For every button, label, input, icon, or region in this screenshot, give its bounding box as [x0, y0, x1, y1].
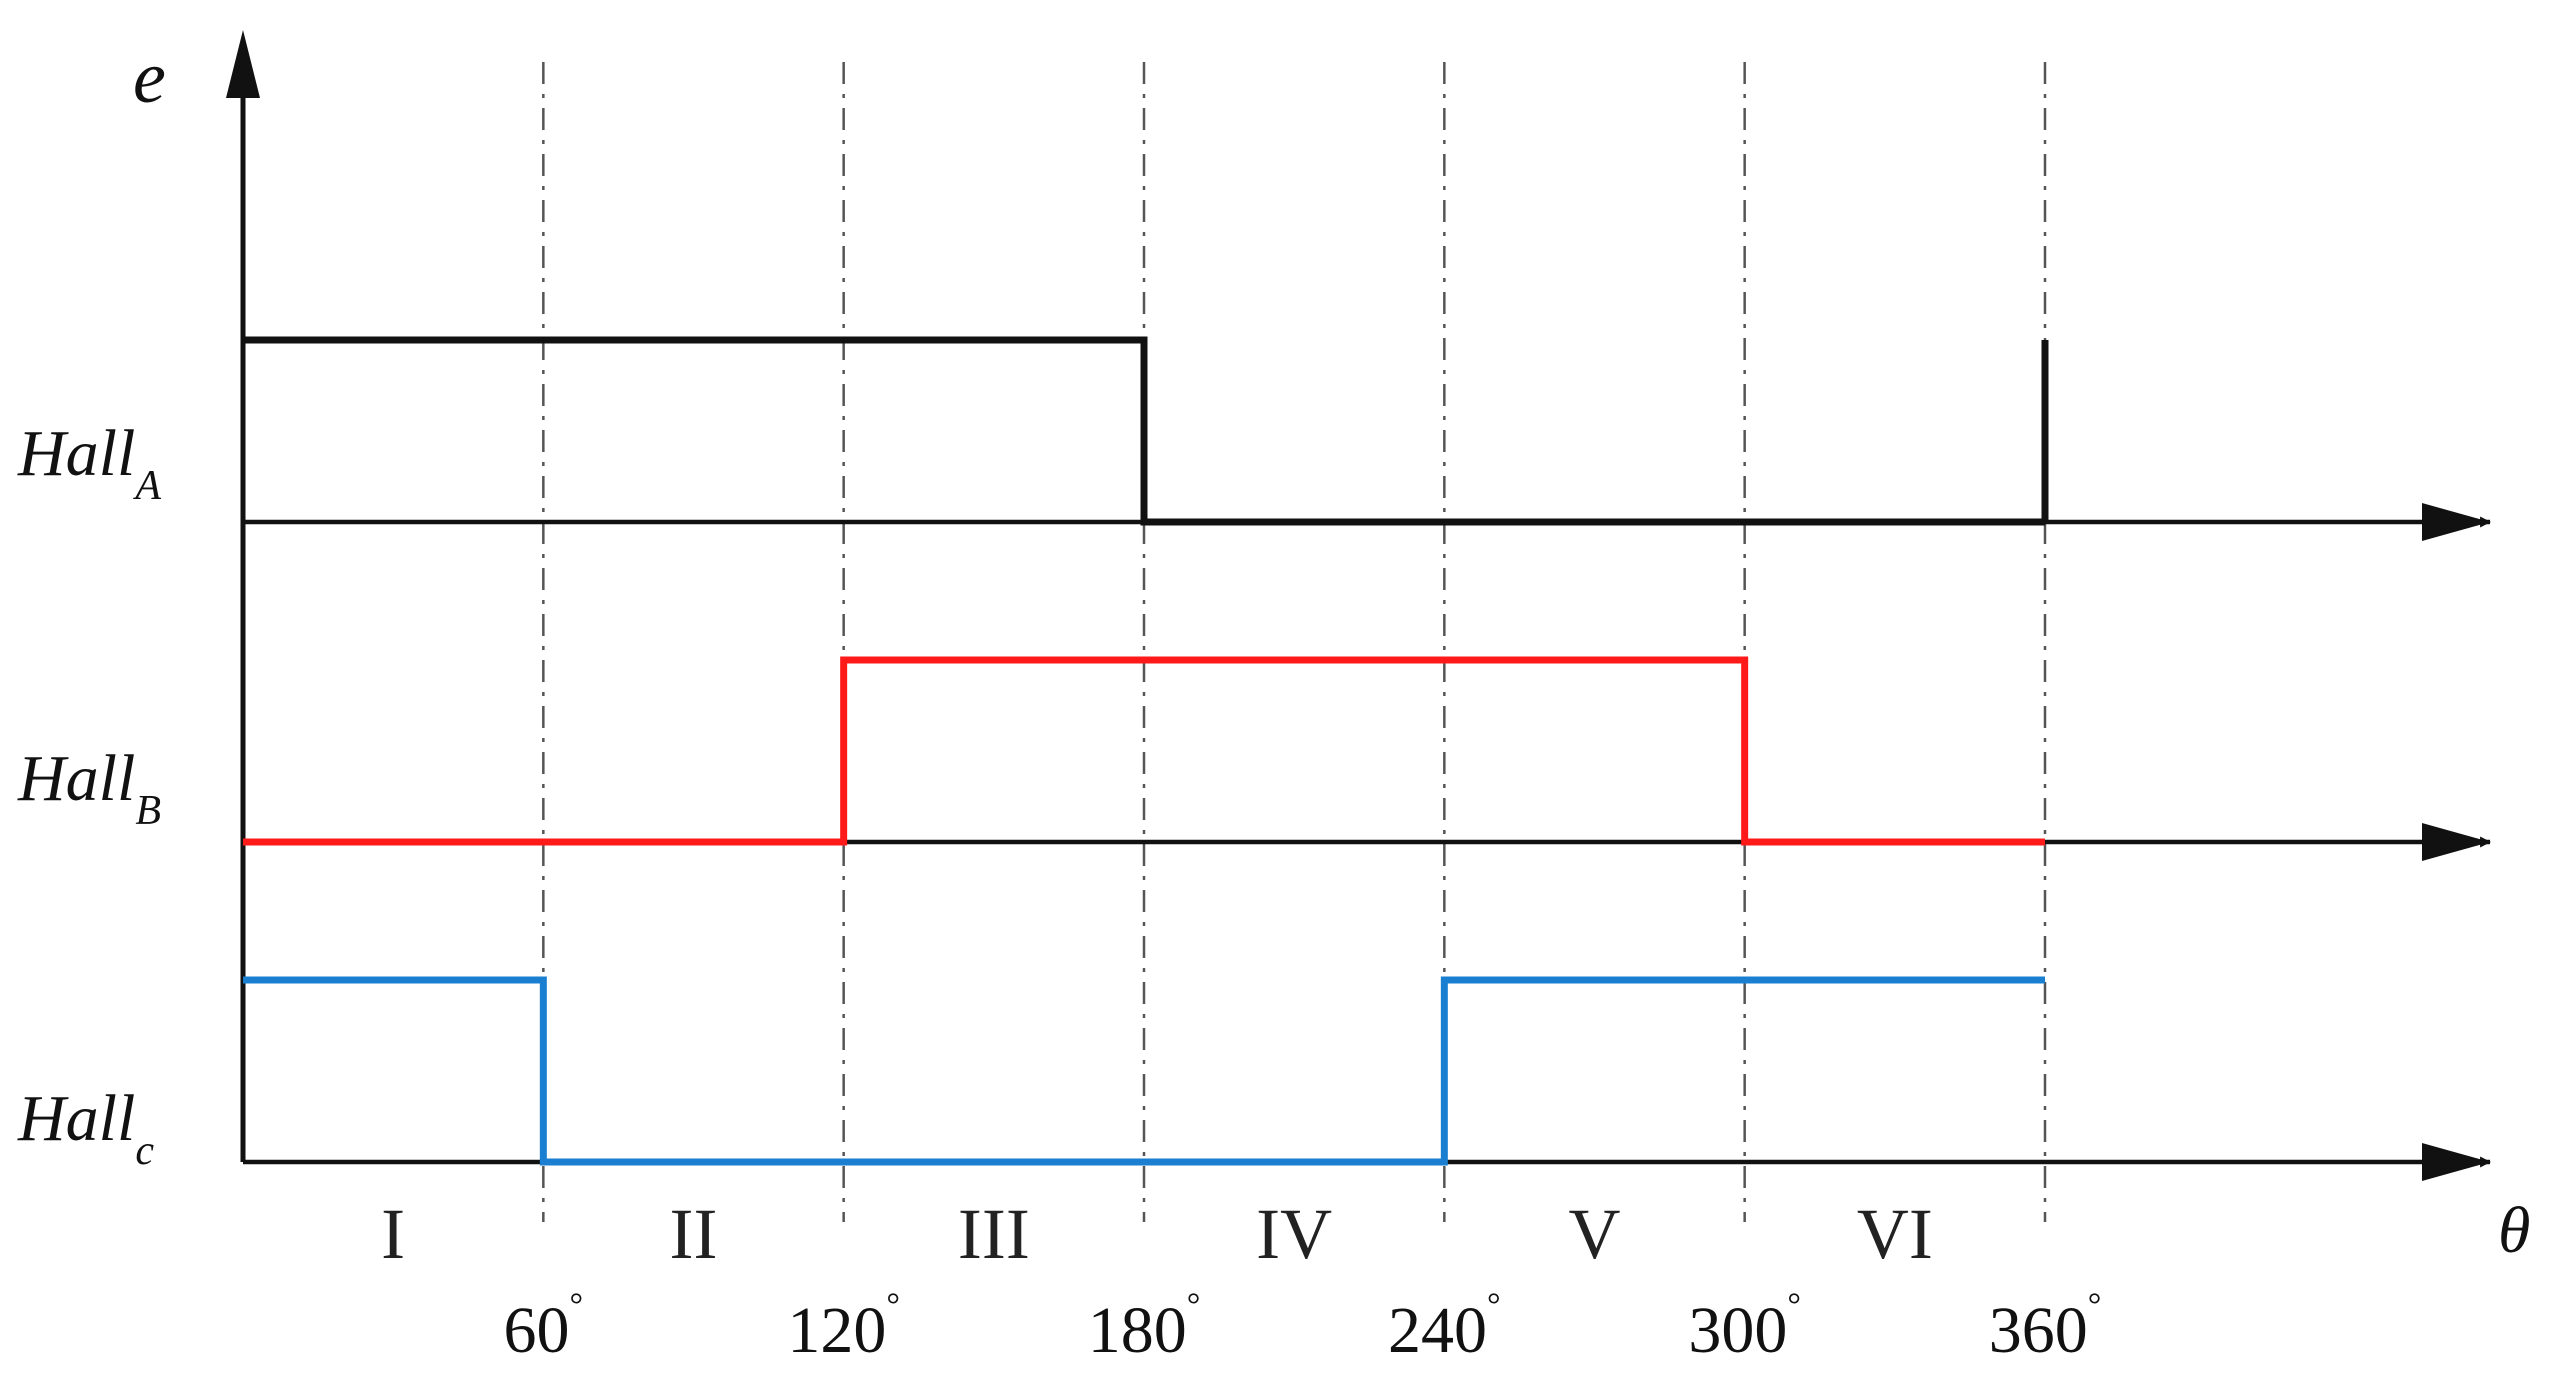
sector-label-v: V [1569, 1194, 1621, 1274]
sector-label-iii: III [958, 1194, 1030, 1274]
tick-label-60: 60° [504, 1287, 584, 1367]
row-label-subscript: B [135, 788, 161, 834]
tick-label-value: 240 [1388, 1294, 1487, 1367]
tick-label-240: 240° [1388, 1287, 1501, 1367]
waveform-hall-a [243, 336, 2045, 526]
tick-label-300: 300° [1688, 1287, 1801, 1367]
tick-label-degree: ° [886, 1287, 900, 1324]
baseline-arrowhead-b [2422, 823, 2490, 861]
tick-label-degree: ° [1187, 1287, 1201, 1324]
row-label-base: Hall [17, 417, 135, 490]
tick-label-degree: ° [2088, 1287, 2102, 1324]
row-label-subscript: A [132, 463, 161, 509]
sector-labels: I II III IV V VI [381, 1194, 1933, 1274]
sector-label-iv: IV [1256, 1194, 1332, 1274]
tick-label-degree: ° [1787, 1287, 1801, 1324]
sector-label-i: I [381, 1194, 405, 1274]
tick-label-120: 120° [787, 1287, 900, 1367]
row-label-hall-c: Hallc [17, 1082, 154, 1174]
tick-label-value: 180 [1088, 1294, 1187, 1367]
tick-label-degree: ° [1487, 1287, 1501, 1324]
y-axis-label: e [133, 37, 166, 119]
row-label-hall-a: HallA [17, 417, 161, 509]
angle-tick-labels: 60° 120° 180° 240° 300° 360° [504, 1287, 2102, 1367]
baseline-arrowhead-c [2422, 1143, 2490, 1181]
tick-label-value: 300 [1688, 1294, 1787, 1367]
y-axis-arrowhead [226, 30, 260, 98]
row-label-hall-b: HallB [17, 742, 161, 834]
tick-label-360: 360° [1989, 1287, 2102, 1367]
sector-label-vi: VI [1857, 1194, 1933, 1274]
tick-label-180: 180° [1088, 1287, 1201, 1367]
tick-label-degree: ° [570, 1287, 584, 1324]
angle-gridlines [542, 62, 2047, 1222]
x-axis-label: θ [2498, 1194, 2530, 1267]
tick-label-value: 60 [504, 1294, 570, 1367]
row-label-base: Hall [17, 742, 135, 815]
row-label-subscript: c [135, 1128, 154, 1174]
tick-label-value: 120 [787, 1294, 886, 1367]
y-axis: e [133, 30, 260, 1162]
tick-label-value: 360 [1989, 1294, 2088, 1367]
row-label-base: Hall [17, 1082, 135, 1155]
waveform-hall-b [243, 656, 2045, 846]
baseline-arrowhead-a [2422, 503, 2490, 541]
waveform-hall-c [243, 976, 2045, 1166]
sector-label-ii: II [670, 1194, 718, 1274]
